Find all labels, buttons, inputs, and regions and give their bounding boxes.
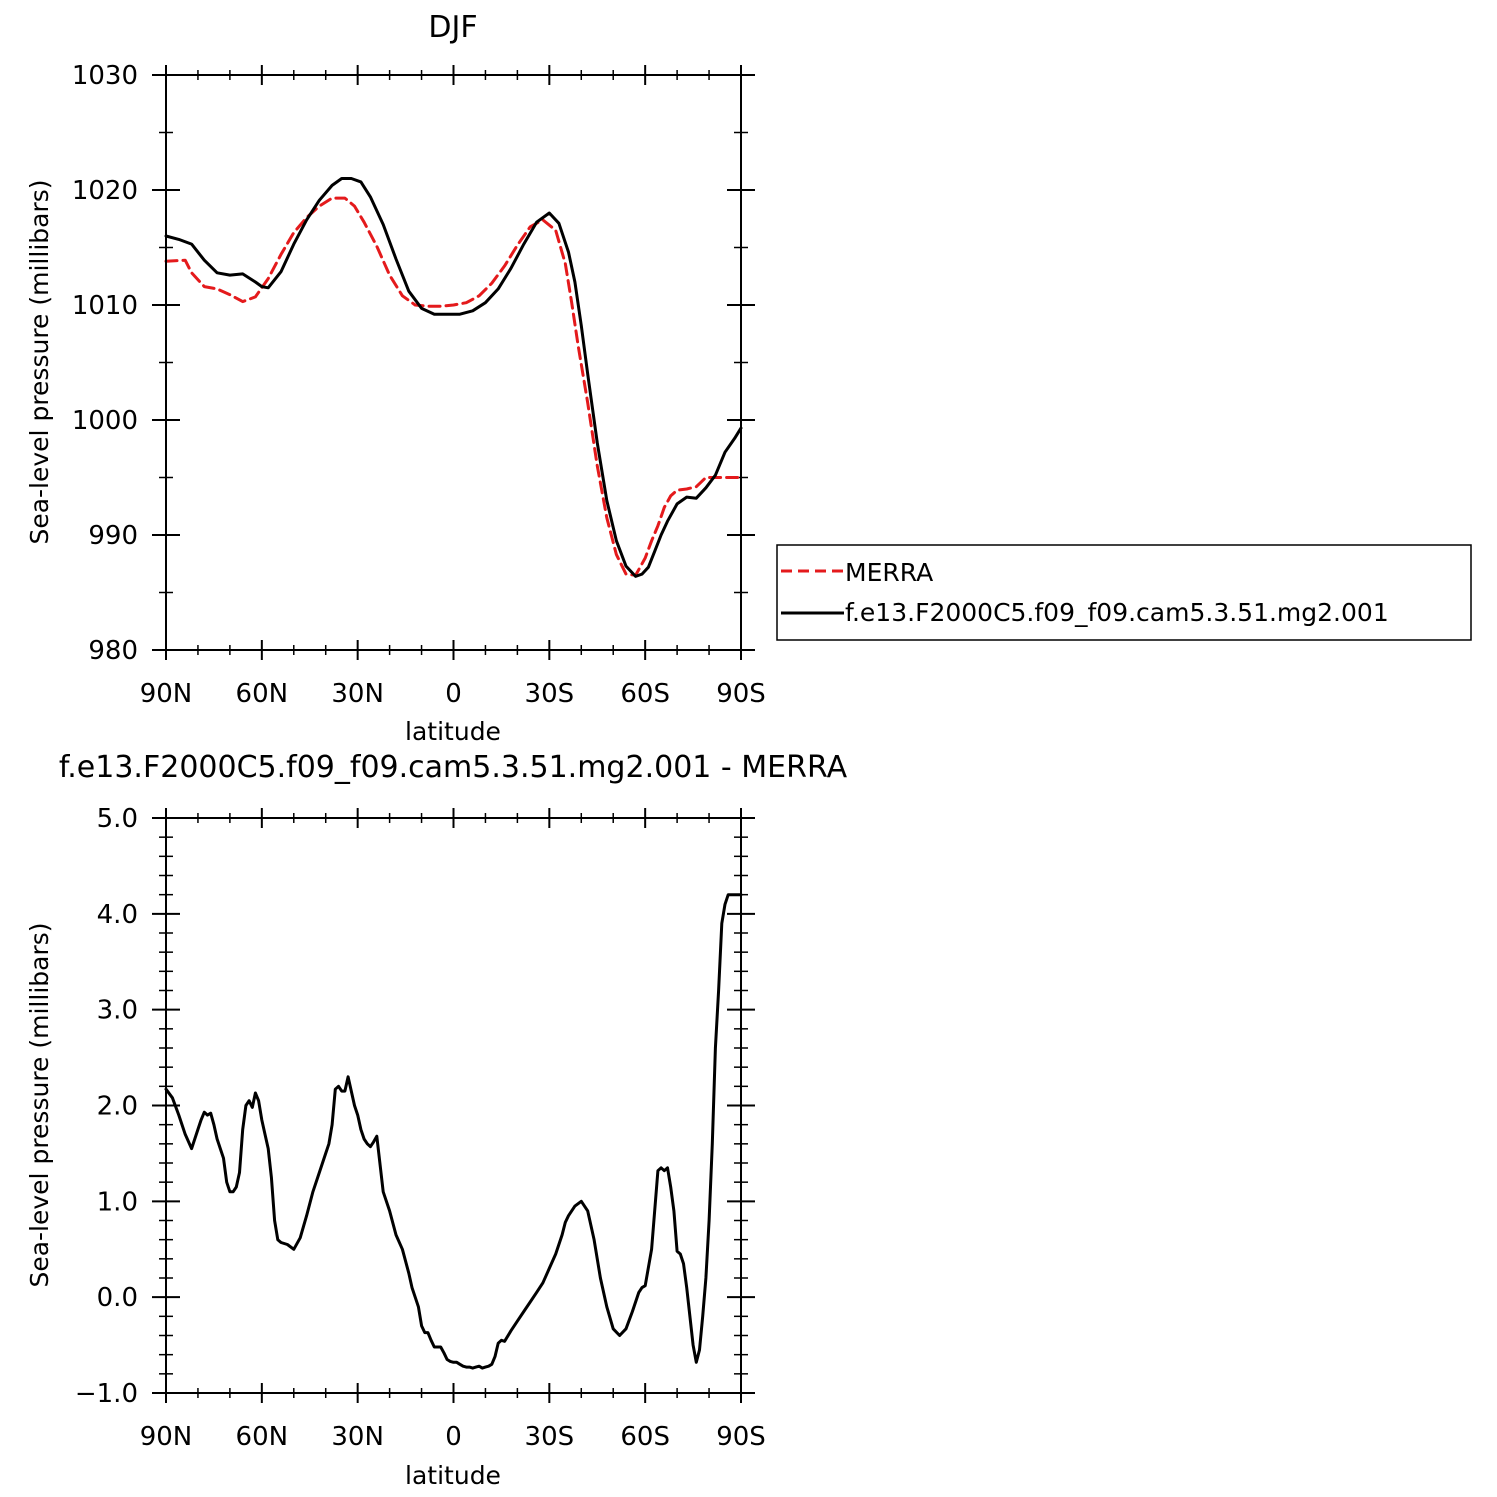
bottom-axis-ticks [152,808,755,1403]
legend-box [776,544,1472,641]
y-tick-label: 2.0 [97,1092,138,1122]
y-tick-label: 5.0 [97,804,138,834]
legend-model-label: f.e13.F2000C5.f09_f09.cam5.3.51.mg2.001 [845,598,1389,627]
y-tick-label: 1010 [72,291,138,321]
x-tick-label: 90N [140,679,193,709]
bottom-x-tick-labels: 90N 60N 30N 0 30S 60S 90S [140,1422,766,1452]
y-tick-label: 0.0 [97,1283,138,1313]
top-series-line-0 [164,196,743,577]
x-tick-label: 90S [716,679,766,709]
x-tick-label: 90N [140,1422,193,1452]
y-tick-label: 1.0 [97,1187,138,1217]
bottom-plot-frame [165,817,742,1394]
y-tick-label: 3.0 [97,996,138,1026]
y-tick-label: 1020 [72,176,138,206]
x-tick-label: 0 [445,679,462,709]
top-chart-title: DJF [428,10,477,45]
x-tick-label: 30N [331,1422,384,1452]
legend-merra-label: MERRA [845,558,933,587]
top-series-group [164,177,743,578]
x-tick-label: 30S [525,679,575,709]
y-tick-label: 1030 [72,61,138,91]
x-tick-label: 30N [331,679,384,709]
y-tick-label: −1.0 [75,1379,138,1409]
x-tick-label: 90S [716,1422,766,1452]
x-tick-label: 30S [525,1422,575,1452]
top-x-axis-title: latitude [405,717,501,746]
top-plot-frame [165,74,742,651]
x-tick-label: 60N [236,679,289,709]
x-tick-label: 60N [236,1422,289,1452]
top-x-tick-labels: 90N 60N 30N 0 30S 60S 90S [140,679,766,709]
y-tick-label: 990 [88,521,138,551]
bottom-y-tick-labels: −1.0 0.0 1.0 2.0 3.0 4.0 5.0 [75,804,138,1409]
top-axis-ticks [152,65,755,660]
bottom-y-axis-title: Sea-level pressure (millibars) [25,922,54,1287]
top-series-line-1 [164,177,743,578]
y-tick-label: 4.0 [97,900,138,930]
djf-pressure-panel: DJF 90N 60N 30N 0 30S 60S 90S 980 990 1000 1010 10… [25,10,766,746]
y-tick-label: 1000 [72,406,138,436]
bottom-series-line-0 [164,893,743,1370]
x-tick-label: 0 [445,1422,462,1452]
difference-panel: f.e13.F2000C5.f09_f09.cam5.3.51.mg2.001 … [25,750,848,1490]
bottom-chart-title: f.e13.F2000C5.f09_f09.cam5.3.51.mg2.001 … [59,750,848,785]
bottom-x-axis-title: latitude [405,1461,501,1490]
y-tick-label: 980 [88,636,138,666]
top-y-axis-title: Sea-level pressure (millibars) [25,179,54,544]
x-tick-label: 60S [620,1422,670,1452]
bottom-series-group [164,893,743,1370]
legend: MERRA f.e13.F2000C5.f09_f09.cam5.3.51.mg… [776,544,1472,641]
top-y-tick-labels: 980 990 1000 1010 1020 1030 [72,61,138,666]
x-tick-label: 60S [620,679,670,709]
